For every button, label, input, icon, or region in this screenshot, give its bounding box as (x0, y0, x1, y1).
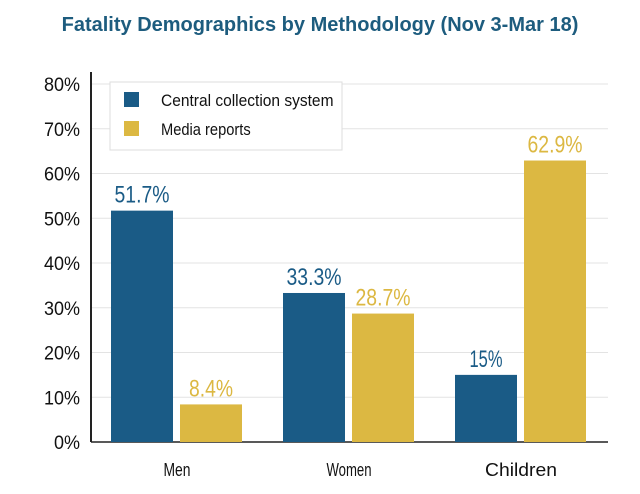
y-tick-label: 30% (44, 299, 80, 320)
bar-women-media (352, 313, 414, 442)
legend-label: Central collection system (161, 91, 334, 110)
bar-women-central (283, 292, 345, 442)
y-tick-label: 10% (44, 388, 80, 409)
data-label: 15% (470, 346, 503, 373)
y-tick-label: 80% (44, 75, 80, 96)
bar-men-central (111, 210, 173, 442)
x-tick-label: Men (164, 460, 191, 480)
data-label: 62.9% (528, 132, 583, 159)
bar-men-media (180, 404, 242, 442)
y-tick-label: 0% (54, 433, 80, 454)
legend-swatch (124, 92, 139, 107)
bar-children-central (455, 374, 517, 442)
x-tick-label: Children (485, 460, 557, 480)
data-label: 33.3% (287, 264, 342, 291)
legend-label: Media reports (161, 120, 251, 139)
data-label: 28.7% (356, 285, 411, 312)
legend-swatch (124, 121, 139, 136)
legend (109, 81, 343, 151)
x-tick-label: Women (327, 460, 372, 480)
y-tick-label: 40% (44, 254, 80, 275)
y-tick-label: 60% (44, 165, 80, 186)
y-tick-label: 20% (44, 344, 80, 365)
data-label: 51.7% (115, 182, 170, 209)
data-label: 8.4% (189, 375, 233, 402)
chart-title: Fatality Demographics by Methodology (No… (61, 14, 579, 36)
bar-children-media (524, 160, 586, 442)
y-tick-label: 70% (44, 120, 80, 141)
y-tick-label: 50% (44, 209, 80, 230)
